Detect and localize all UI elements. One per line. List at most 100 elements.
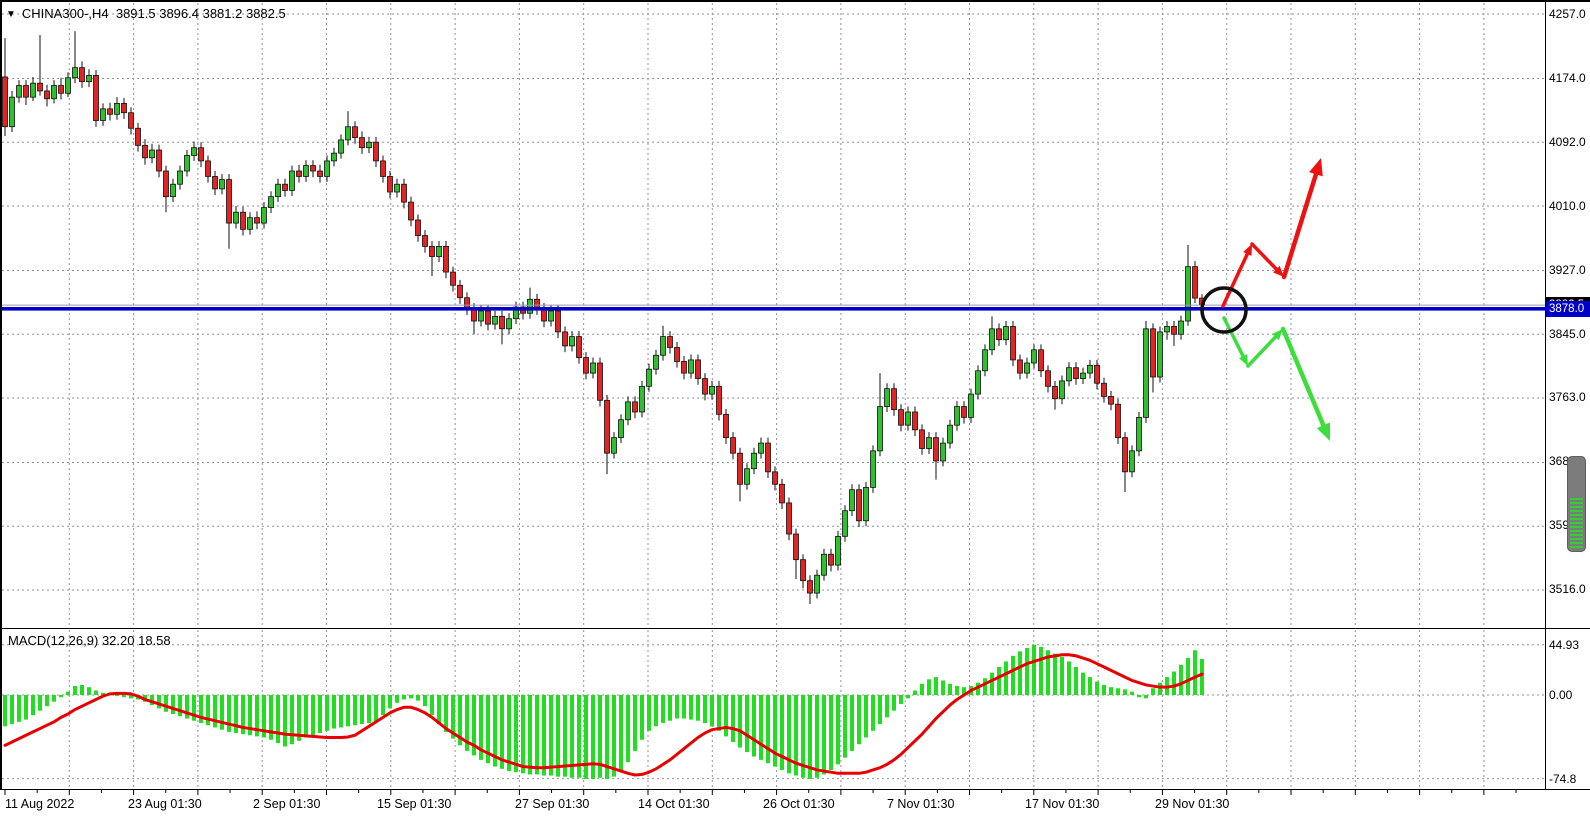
candle-down: [135, 127, 141, 146]
time-tick-label[interactable]: 29 Nov 01:30: [1155, 797, 1230, 811]
time-tick-label[interactable]: 14 Oct 01:30: [638, 797, 710, 811]
time-tick-label[interactable]: 15 Sep 01:30: [377, 797, 452, 811]
quote-header: ▼ CHINA300-,H4 3891.5 3896.4 3881.2 3882.…: [6, 6, 286, 21]
price-tick-label[interactable]: 3845.0: [1549, 327, 1586, 341]
panel-separator-top: [0, 628, 1590, 629]
support-line[interactable]: [2, 306, 1545, 311]
macd-histogram-bar: [612, 695, 616, 777]
candle-down: [415, 219, 421, 236]
macd-histogram-bar: [1123, 689, 1127, 695]
macd-histogram-bar: [115, 695, 119, 697]
candle-down: [807, 580, 813, 594]
candle-up: [1143, 328, 1149, 418]
time-tick-label[interactable]: 11 Aug 2022: [5, 797, 75, 811]
price-tick-label[interactable]: 3763.0: [1549, 390, 1586, 404]
macd-tick-label[interactable]: 0.00: [1549, 688, 1573, 702]
arrowhead: [1272, 329, 1283, 341]
macd-tick-label[interactable]: -74.8: [1549, 772, 1577, 786]
bearish-scenario-arrow[interactable]: [1222, 316, 1331, 441]
macd-histogram-bar: [1095, 681, 1099, 695]
macd-histogram-bar: [59, 695, 63, 698]
time-tick-label[interactable]: 23 Aug 01:30: [128, 797, 202, 811]
price-tick-label[interactable]: 3516.0: [1549, 582, 1586, 596]
candle-down: [737, 452, 743, 485]
macd-histogram-bar: [983, 678, 987, 695]
macd-histogram-bar: [185, 695, 189, 719]
axis-scroll-thumb[interactable]: [1567, 456, 1586, 552]
candle-down: [1122, 437, 1128, 473]
candle-down: [44, 90, 50, 100]
candle-up: [688, 359, 694, 374]
macd-histogram-bar: [528, 695, 532, 775]
macd-histogram-bar: [843, 695, 847, 758]
macd-histogram-bar: [10, 695, 14, 725]
price-tick-label[interactable]: 4092.0: [1549, 135, 1586, 149]
price-tick-label[interactable]: 3927.0: [1549, 263, 1586, 277]
candle-up: [345, 126, 351, 141]
candle-down: [723, 413, 729, 439]
macd-histogram-bar: [892, 695, 896, 711]
frame-top: [0, 0, 1590, 2]
bullish-scenario-arrow[interactable]: [1221, 158, 1323, 308]
candle-down: [1038, 349, 1044, 372]
candle-up: [982, 349, 988, 372]
macd-histogram-bar: [192, 695, 196, 721]
price-tick-label[interactable]: 4010.0: [1549, 199, 1586, 213]
symbol-dropdown-icon[interactable]: ▼: [6, 9, 16, 20]
candle-up: [289, 170, 295, 191]
candle-down: [919, 429, 925, 449]
macd-histogram-bar: [815, 695, 819, 778]
macd-signal-label: 18.58: [138, 633, 171, 648]
macd-histogram-bar: [500, 695, 504, 769]
candle-down: [1052, 385, 1058, 400]
candle-up: [660, 336, 666, 356]
macd-histogram-bar: [52, 695, 56, 702]
candle-up: [968, 393, 974, 418]
candle-down: [1192, 266, 1198, 299]
macd-histogram-bar: [598, 695, 602, 778]
candle-up: [1136, 417, 1142, 452]
candle-up: [268, 196, 274, 208]
candle-down: [730, 437, 736, 454]
time-tick-label[interactable]: 7 Nov 01:30: [887, 797, 955, 811]
macd-histogram-bar: [164, 695, 168, 712]
macd-histogram-bar: [899, 695, 903, 704]
candle-down: [765, 442, 771, 473]
macd-histogram-bar: [1144, 695, 1148, 699]
macd-histogram-bar: [444, 695, 448, 732]
macd-histogram-bar: [948, 683, 952, 695]
price-tick-label[interactable]: 4174.0: [1549, 71, 1586, 85]
macd-histogram-bar: [1039, 646, 1043, 695]
breakout-highlight-circle[interactable]: [1200, 286, 1248, 334]
macd-histogram-bar: [101, 692, 105, 695]
macd-histogram-bar: [661, 695, 665, 723]
macd-histogram-bar: [199, 695, 203, 723]
time-tick-label[interactable]: 17 Nov 01:30: [1025, 797, 1100, 811]
candle-up: [149, 149, 155, 159]
candle-down: [828, 553, 834, 566]
candle-up: [114, 102, 120, 115]
macd-histogram-bar: [3, 695, 7, 727]
candle-down: [457, 284, 463, 299]
candle-up: [184, 155, 190, 172]
price-tick-label[interactable]: 4257.0: [1549, 7, 1586, 21]
macd-legend: MACD(12,26,9) 32.20 18.58: [8, 633, 171, 648]
time-tick-label[interactable]: 27 Sep 01:30: [515, 797, 590, 811]
macd-histogram-bar: [563, 695, 567, 777]
macd-histogram-bar: [248, 695, 252, 736]
macd-histogram-bar: [766, 695, 770, 764]
macd-histogram-bar: [885, 695, 889, 718]
time-tick-label[interactable]: 2 Sep 01:30: [253, 797, 321, 811]
candle-up: [1003, 326, 1009, 341]
candle-down: [604, 399, 610, 454]
macd-tick-label[interactable]: 44.93: [1549, 638, 1580, 652]
macd-histogram-bar: [668, 695, 672, 721]
candle-up: [338, 139, 344, 154]
macd-histogram-bar: [80, 684, 84, 695]
macd-histogram-bar: [465, 695, 469, 751]
time-tick-label[interactable]: 26 Oct 01:30: [763, 797, 835, 811]
candle-down: [296, 170, 302, 177]
candle-down: [555, 310, 561, 333]
